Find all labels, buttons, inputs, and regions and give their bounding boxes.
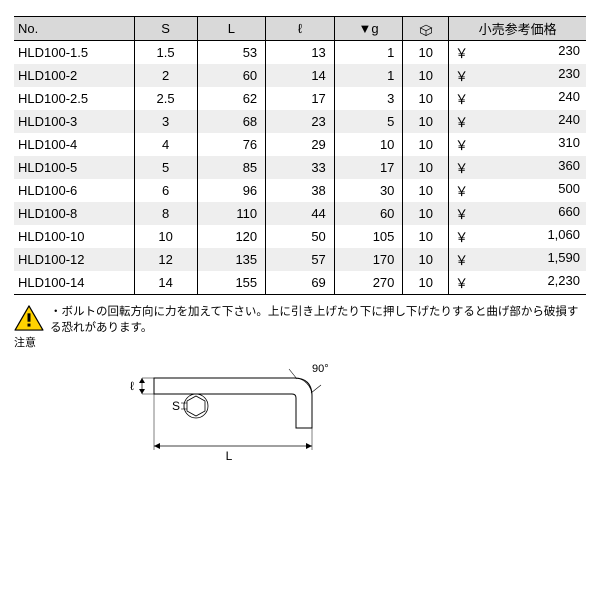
table-row: HLD100-5585331710￥360 (14, 156, 586, 179)
note-text: ・ボルトの回転方向に力を加えて下さい。上に引き上げたり下に押し下げたりすると曲げ… (50, 305, 586, 336)
diagram-label-s: S (172, 399, 180, 413)
diagram-label-bigL: L (226, 449, 233, 463)
col-header: No. (14, 17, 134, 41)
col-header: ℓ (266, 17, 335, 41)
table-row: HLD100-4476291010￥310 (14, 133, 586, 156)
table-row: HLD100-14141556927010￥2,230 (14, 271, 586, 295)
table-row: HLD100-336823510￥240 (14, 110, 586, 133)
caution-icon: 注意 (14, 305, 44, 352)
dimension-diagram: S ℓ 90° L (84, 358, 344, 468)
spec-table: No.SLℓ▼g小売参考価格 HLD100-1.51.55313110￥230H… (14, 16, 586, 295)
col-header: L (197, 17, 266, 41)
table-row: HLD100-88110446010￥660 (14, 202, 586, 225)
note-title: 注意 (14, 334, 44, 350)
table-row: HLD100-2.52.56217310￥240 (14, 87, 586, 110)
table-row: HLD100-12121355717010￥1,590 (14, 248, 586, 271)
col-header (403, 17, 449, 41)
col-header: ▼g (334, 17, 403, 41)
diagram-label-l: ℓ (130, 379, 134, 393)
table-row: HLD100-10101205010510￥1,060 (14, 225, 586, 248)
table-row: HLD100-6696383010￥500 (14, 179, 586, 202)
col-header: S (134, 17, 197, 41)
diagram-label-angle: 90° (312, 363, 329, 375)
col-header: 小売参考価格 (449, 17, 586, 41)
table-row: HLD100-226014110￥230 (14, 64, 586, 87)
table-row: HLD100-1.51.55313110￥230 (14, 41, 586, 65)
